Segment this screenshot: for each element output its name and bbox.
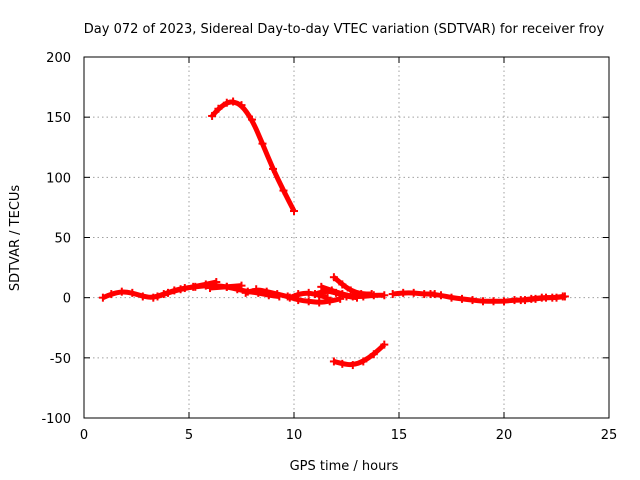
data-point-marker [189, 282, 198, 291]
data-point-marker [252, 285, 261, 294]
x-tick-label: 15 [391, 428, 408, 443]
data-point-marker [311, 290, 319, 299]
y-tick-label: 0 [63, 292, 71, 307]
data-point-marker [304, 297, 313, 306]
data-point-marker [229, 97, 238, 106]
data-point-marker [201, 280, 210, 289]
data-point-marker [212, 278, 221, 287]
data-point-marker [149, 293, 158, 302]
y-tick-label: 200 [46, 51, 71, 66]
y-tick-label: -50 [50, 352, 71, 367]
data-point-marker [107, 290, 116, 299]
data-point-marker [304, 288, 313, 297]
data-point-marker [262, 287, 271, 296]
data-point-marker [537, 293, 546, 302]
x-tick-label: 25 [601, 428, 618, 443]
data-point-marker [399, 288, 408, 297]
data-point-marker [222, 282, 231, 291]
data-point-marker [342, 292, 351, 301]
y-tick-label: 150 [46, 111, 71, 126]
data-point-marker [237, 281, 246, 290]
data-point-marker [369, 350, 378, 359]
data-point-marker [527, 294, 536, 303]
data-point-marker [285, 293, 294, 302]
data-point-marker [558, 292, 567, 301]
data-point-marker [426, 290, 435, 299]
data-point-marker [479, 297, 487, 306]
y-tick-label: 100 [46, 171, 71, 186]
data-point-marker [317, 282, 326, 291]
data-point-marker [489, 297, 498, 306]
data-point-marker [98, 293, 107, 302]
data-point-marker [458, 294, 466, 303]
data-point-marker [348, 361, 357, 370]
series-arc-high [208, 97, 298, 216]
x-tick-label: 0 [80, 428, 88, 443]
data-point-marker [516, 296, 525, 305]
series-arc-h [311, 286, 361, 302]
y-tick-label: 50 [54, 232, 71, 247]
data-point-marker [367, 290, 376, 299]
data-point-marker [548, 293, 557, 302]
series-arc-b [153, 278, 221, 301]
series-arc-g [329, 273, 376, 299]
series-arc-k [516, 292, 567, 305]
data-point-marker [323, 293, 332, 302]
plot-frame [83, 56, 610, 419]
data-point-marker [153, 292, 162, 301]
data-point-marker [208, 111, 217, 120]
data-point-marker [500, 297, 508, 306]
data-point-marker [214, 104, 223, 113]
data-point-marker [380, 340, 389, 349]
data-point-marker [388, 290, 397, 299]
data-point-marker [117, 287, 126, 296]
data-point-marker [359, 357, 368, 366]
series-arc-neg [329, 340, 389, 370]
data-point-marker [294, 290, 303, 299]
data-point-marker [329, 357, 338, 366]
data-point-marker [138, 292, 147, 301]
data-point-marker [206, 284, 214, 293]
data-point-marker [164, 288, 172, 297]
data-point-marker [128, 288, 137, 297]
data-point-marker [380, 291, 389, 300]
data-point-marker [332, 288, 340, 297]
data-point-marker [176, 285, 185, 294]
data-point-marker [321, 286, 330, 295]
data-point-marker [279, 186, 288, 195]
data-point-marker [269, 164, 277, 173]
x-tick-label: 5 [185, 428, 193, 443]
data-series [98, 97, 569, 370]
series-arc-i [388, 288, 439, 299]
data-point-marker [437, 291, 445, 300]
data-point-marker [315, 298, 324, 307]
data-point-marker [409, 288, 418, 297]
x-tick-label: 20 [496, 428, 513, 443]
data-point-marker [338, 359, 347, 368]
series-arc-c [206, 281, 246, 293]
data-point-marker [357, 290, 366, 299]
data-point-marker [222, 98, 231, 107]
series-trace [210, 99, 297, 213]
y-tick-label: -100 [41, 412, 71, 427]
x-tick-label: 10 [286, 428, 303, 443]
x-axis-label: GPS time / hours [290, 459, 399, 474]
data-point-marker [468, 296, 477, 305]
data-point-marker [248, 115, 256, 124]
chart-title: Day 072 of 2023, Sidereal Day-to-day VTE… [84, 22, 605, 37]
data-point-marker [290, 207, 298, 216]
data-point-marker [237, 101, 246, 110]
y-axis-label: SDTVAR / TECUs [8, 185, 23, 292]
data-point-marker [346, 286, 355, 295]
data-point-marker [353, 293, 361, 302]
data-point-marker [329, 273, 338, 282]
data-point-marker [338, 280, 347, 289]
data-point-marker [258, 139, 267, 148]
data-point-marker [241, 288, 250, 297]
data-point-marker [273, 290, 282, 299]
axis-ticks: 0 5 10 15 20 25 -100 -50 0 50 100 150 200 [41, 51, 617, 443]
data-point-marker [447, 293, 456, 302]
